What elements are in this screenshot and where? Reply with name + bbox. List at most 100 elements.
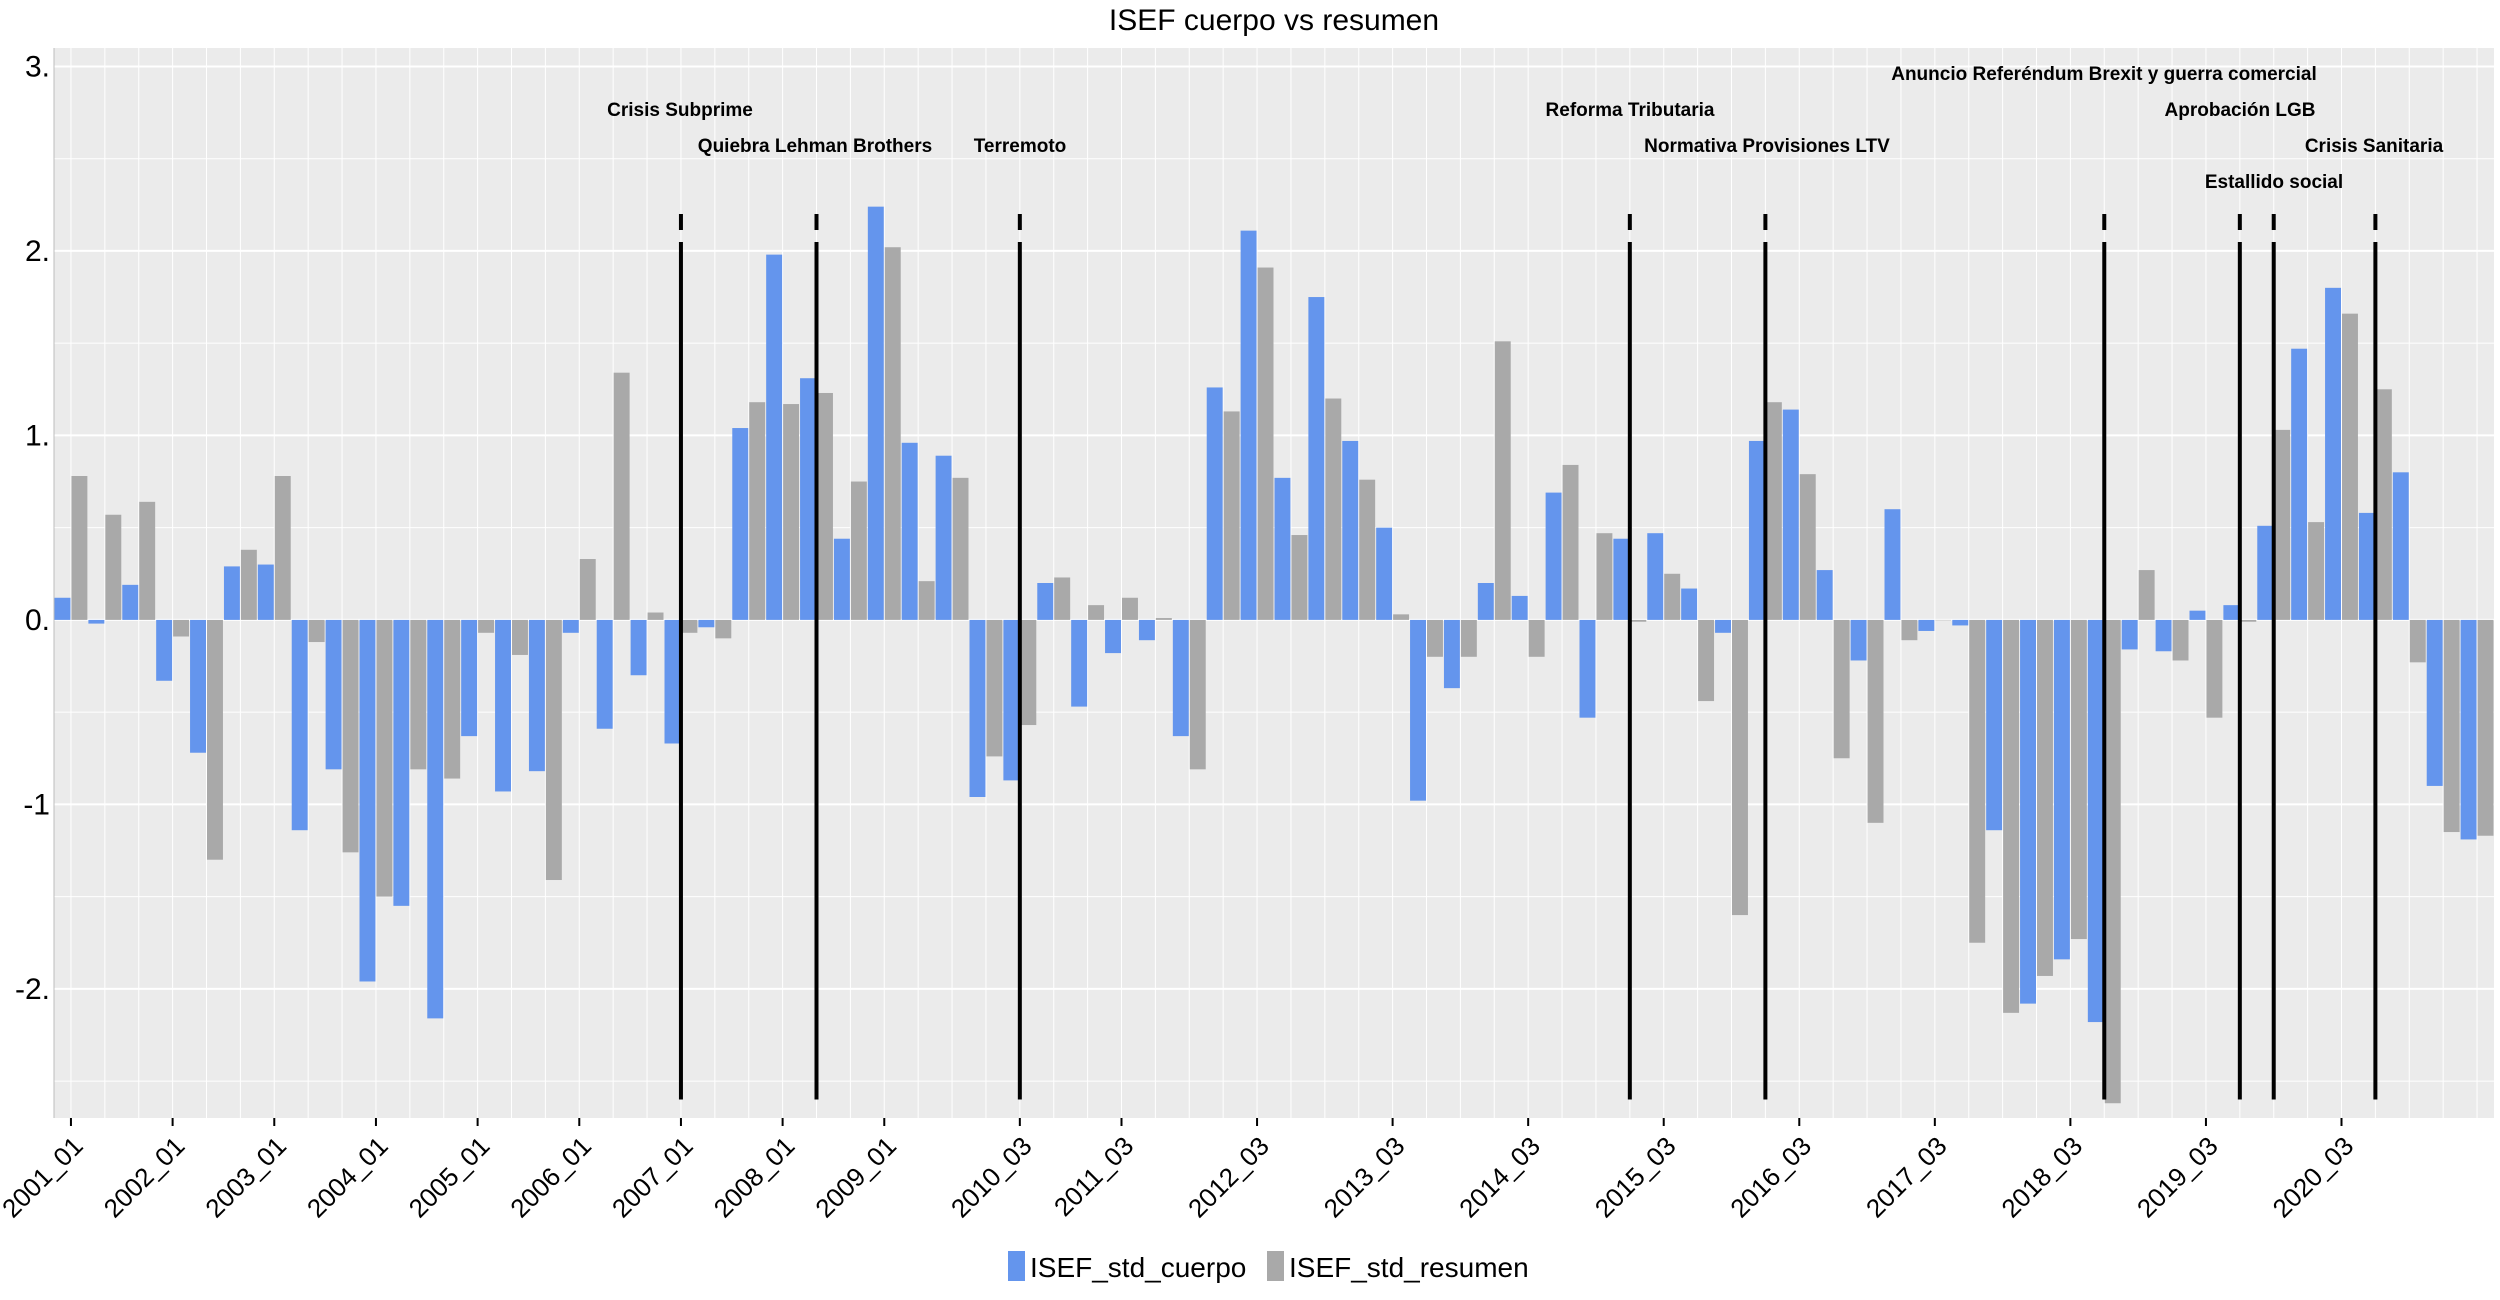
bar-ISEF_std_resumen-64 [2240, 619, 2257, 622]
bar-ISEF_std_resumen-38 [1359, 479, 1376, 620]
bar-ISEF_std_resumen-33 [1189, 619, 1206, 770]
bar-ISEF_std_resumen-61 [2138, 570, 2155, 620]
x-tick-label: 2011_03 [1048, 1131, 1139, 1222]
bar-ISEF_std_resumen-25 [918, 581, 935, 620]
bar-ISEF_std_resumen-46 [1630, 619, 1647, 622]
bar-ISEF_std_resumen-52 [1833, 619, 1850, 759]
x-tick-label: 2008_01 [708, 1131, 801, 1224]
bar-ISEF_std_resumen-65 [2274, 429, 2291, 620]
bar-ISEF_std_resumen-60 [2104, 619, 2121, 1104]
x-tick-label: 2002_01 [98, 1131, 191, 1224]
event-label-3: Reforma Tributaria [1546, 100, 1715, 121]
bar-ISEF_std_resumen-21 [783, 404, 800, 620]
bar-ISEF_std_resumen-58 [2037, 619, 2053, 976]
event-label-1: Quiebra Lehman Brothers [698, 136, 932, 157]
bar-ISEF_std_resumen-7 [308, 619, 325, 643]
bar-ISEF_std_cuerpo-66 [2291, 348, 2308, 620]
legend-swatch-ISEF_std_cuerpo [1008, 1251, 1025, 1281]
y-tick-label: 1. [25, 419, 50, 452]
bar-ISEF_std_resumen-15 [579, 559, 596, 620]
bar-ISEF_std_cuerpo-13 [495, 619, 511, 792]
x-tick-label: 2006_01 [504, 1131, 597, 1224]
y-tick-label: 0. [25, 604, 50, 637]
y-tick-label: -1 [23, 788, 50, 821]
bar-ISEF_std_cuerpo-57 [1986, 619, 2003, 831]
x-tick-label: 2005_01 [403, 1131, 496, 1224]
bar-ISEF_std_cuerpo-43 [1511, 595, 1528, 620]
event-label-8: Crisis Sanitaria [2305, 136, 2444, 157]
bar-ISEF_std_cuerpo-31 [1105, 619, 1121, 654]
bar-ISEF_std_resumen-20 [749, 402, 766, 620]
bar-ISEF_std_resumen-22 [817, 392, 833, 620]
bar-ISEF_std_resumen-48 [1698, 619, 1715, 702]
bar-ISEF_std_cuerpo-59 [2053, 619, 2070, 960]
bar-ISEF_std_cuerpo-49 [1715, 619, 1731, 633]
x-tick-label: 2013_03 [1318, 1131, 1411, 1224]
bar-ISEF_std_resumen-27 [986, 619, 1003, 757]
bar-ISEF_std_cuerpo-65 [2257, 525, 2274, 620]
bar-ISEF_std_cuerpo-45 [1579, 619, 1596, 718]
bar-ISEF_std_cuerpo-50 [1748, 440, 1765, 620]
bar-ISEF_std_resumen-54 [1901, 619, 1918, 641]
bar-ISEF_std_cuerpo-21 [766, 254, 783, 620]
x-tick-label: 2015_03 [1589, 1131, 1682, 1224]
x-tick-label: 2017_03 [1860, 1131, 1953, 1224]
bar-ISEF_std_cuerpo-39 [1376, 527, 1393, 620]
bar-ISEF_std_resumen-59 [2070, 619, 2087, 940]
bar-ISEF_std_cuerpo-63 [2189, 610, 2206, 620]
bar-ISEF_std_cuerpo-0 [54, 597, 71, 620]
bar-ISEF_std_cuerpo-24 [867, 206, 884, 620]
bar-ISEF_std_resumen-34 [1223, 411, 1240, 620]
bar-ISEF_std_cuerpo-29 [1037, 583, 1054, 620]
event-lines: Crisis Subprime Quiebra Lehman Brothers Te… [607, 64, 2444, 1100]
bar-ISEF_std_cuerpo-60 [2087, 619, 2104, 1023]
bar-ISEF_std_resumen-10 [410, 619, 427, 770]
bar-ISEF_std_resumen-51 [1799, 474, 1816, 620]
event-label-5: Anuncio Referéndum Brexit y guerra comer… [1891, 64, 2317, 85]
bar-ISEF_std_resumen-30 [1088, 605, 1105, 620]
bar-ISEF_std_resumen-3 [173, 619, 190, 637]
bar-ISEF_std_cuerpo-27 [969, 619, 986, 797]
bar-ISEF_std_cuerpo-25 [901, 442, 918, 620]
bar-ISEF_std_cuerpo-8 [325, 619, 342, 770]
plot-background [54, 48, 2494, 1118]
bar-ISEF_std_cuerpo-55 [1918, 619, 1935, 631]
bar-ISEF_std_resumen-2 [139, 501, 156, 620]
bar-ISEF_std_cuerpo-40 [1410, 619, 1426, 801]
bar-ISEF_std_resumen-32 [1155, 618, 1172, 620]
bar-ISEF_std_cuerpo-26 [935, 455, 952, 620]
event-label-4: Normativa Provisiones LTV [1644, 136, 1890, 157]
event-label-7: Aprobación LGB [2165, 100, 2316, 121]
x-axis: 2001_01 2002_01 2003_01 2004_01 2005_01 2006_… [0, 1118, 2359, 1223]
bar-ISEF_std_resumen-70 [2443, 619, 2460, 833]
bar-ISEF_std_resumen-40 [1427, 619, 1443, 657]
bar-ISEF_std_cuerpo-48 [1681, 588, 1698, 620]
x-tick-label: 2003_01 [199, 1131, 292, 1224]
bar-ISEF_std_resumen-50 [1765, 402, 1782, 620]
bar-ISEF_std_cuerpo-23 [833, 538, 850, 620]
bar-ISEF_std_resumen-39 [1393, 614, 1410, 620]
bar-ISEF_std_resumen-23 [850, 481, 867, 620]
bar-ISEF_std_resumen-11 [444, 619, 461, 779]
bar-ISEF_std_resumen-17 [647, 612, 664, 620]
event-label-6: Estallido social [2205, 172, 2343, 193]
bar-ISEF_std_cuerpo-53 [1850, 619, 1867, 661]
bar-ISEF_std_cuerpo-14 [528, 619, 545, 772]
bar-ISEF_std_resumen-49 [1732, 619, 1748, 916]
bar-ISEF_std_resumen-14 [545, 619, 562, 881]
bar-ISEF_std_cuerpo-19 [698, 619, 715, 628]
bar-ISEF_std_cuerpo-33 [1172, 619, 1189, 737]
x-tick-label: 2018_03 [1995, 1131, 2088, 1224]
bar-ISEF_std_cuerpo-22 [800, 378, 816, 620]
bar-ISEF_std_resumen-41 [1460, 619, 1477, 657]
bar-ISEF_std_resumen-69 [2409, 619, 2426, 663]
bar-ISEF_std_cuerpo-41 [1443, 619, 1460, 689]
legend-label-ISEF_std_cuerpo: ISEF_std_cuerpo [1030, 1252, 1246, 1283]
bar-ISEF_std_resumen-63 [2206, 619, 2223, 718]
bar-ISEF_std_cuerpo-56 [1952, 619, 1969, 626]
x-tick-label: 2010_03 [945, 1131, 1038, 1224]
bar-ISEF_std_resumen-29 [1054, 577, 1071, 620]
bar-ISEF_std_resumen-19 [715, 619, 732, 639]
bar-ISEF_std_cuerpo-20 [732, 428, 749, 620]
